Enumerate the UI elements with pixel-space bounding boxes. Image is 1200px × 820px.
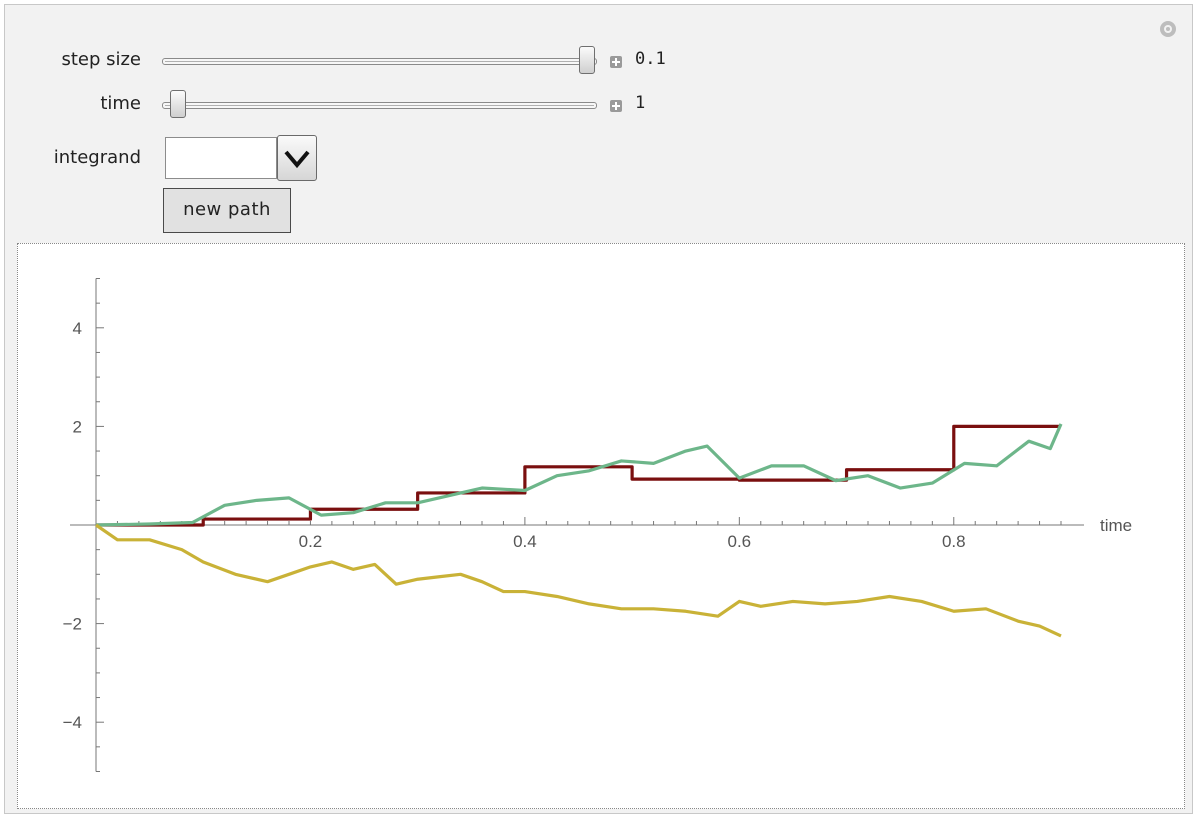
x-tick-label: 0.4 bbox=[513, 532, 537, 551]
step-size-label: step size bbox=[61, 49, 141, 70]
x-tick-label: 0.6 bbox=[728, 532, 752, 551]
chart-series bbox=[95, 423, 1063, 638]
y-tick-label: −4 bbox=[63, 713, 82, 732]
plus-icon[interactable] bbox=[610, 56, 622, 68]
time-label: time bbox=[100, 93, 141, 114]
y-tick-label: 2 bbox=[73, 417, 82, 436]
step-size-value: 0.1 bbox=[635, 49, 666, 69]
brownian-path-chart: 0.2 0.4 0.6 0.8 4 2 −2 −4 time bbox=[63, 278, 1132, 772]
integrand-label: integrand bbox=[53, 147, 141, 168]
chart-ticks: 0.2 0.4 0.6 0.8 4 2 −2 −4 bbox=[63, 278, 1062, 772]
plot-area: 0.2 0.4 0.6 0.8 4 2 −2 −4 time bbox=[17, 243, 1185, 809]
chevron-down-icon bbox=[284, 150, 310, 169]
series-line-2 bbox=[95, 423, 1063, 527]
integrand-dropdown-button[interactable] bbox=[277, 135, 317, 181]
series-line-3 bbox=[95, 523, 1062, 638]
step-size-slider[interactable] bbox=[162, 58, 597, 65]
step-size-slider-thumb[interactable] bbox=[579, 46, 595, 74]
x-tick-label: 0.2 bbox=[299, 532, 323, 551]
x-tick-label: 0.8 bbox=[942, 532, 966, 551]
y-tick-label: 4 bbox=[73, 319, 82, 338]
integrand-field[interactable] bbox=[165, 137, 277, 179]
new-path-button[interactable]: new path bbox=[163, 188, 291, 233]
series-line-1 bbox=[96, 424, 1061, 527]
plus-icon[interactable] bbox=[610, 100, 622, 112]
x-axis-label: time bbox=[1100, 516, 1132, 535]
gear-icon[interactable] bbox=[1158, 19, 1178, 39]
manipulate-panel: step size 0.1 time 1 integrand new path … bbox=[4, 4, 1193, 814]
time-slider-thumb[interactable] bbox=[170, 90, 186, 118]
time-slider[interactable] bbox=[162, 102, 597, 109]
y-tick-label: −2 bbox=[63, 615, 82, 634]
time-value: 1 bbox=[635, 93, 646, 113]
